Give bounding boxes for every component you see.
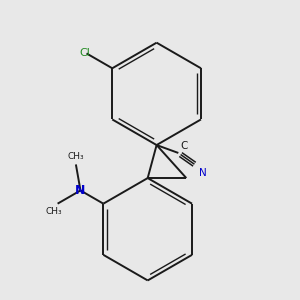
Text: CH₃: CH₃ — [68, 152, 84, 161]
Text: N: N — [75, 184, 86, 197]
Text: N: N — [199, 168, 207, 178]
Text: Cl: Cl — [80, 48, 91, 58]
Text: CH₃: CH₃ — [46, 207, 63, 216]
Text: C: C — [180, 141, 188, 151]
